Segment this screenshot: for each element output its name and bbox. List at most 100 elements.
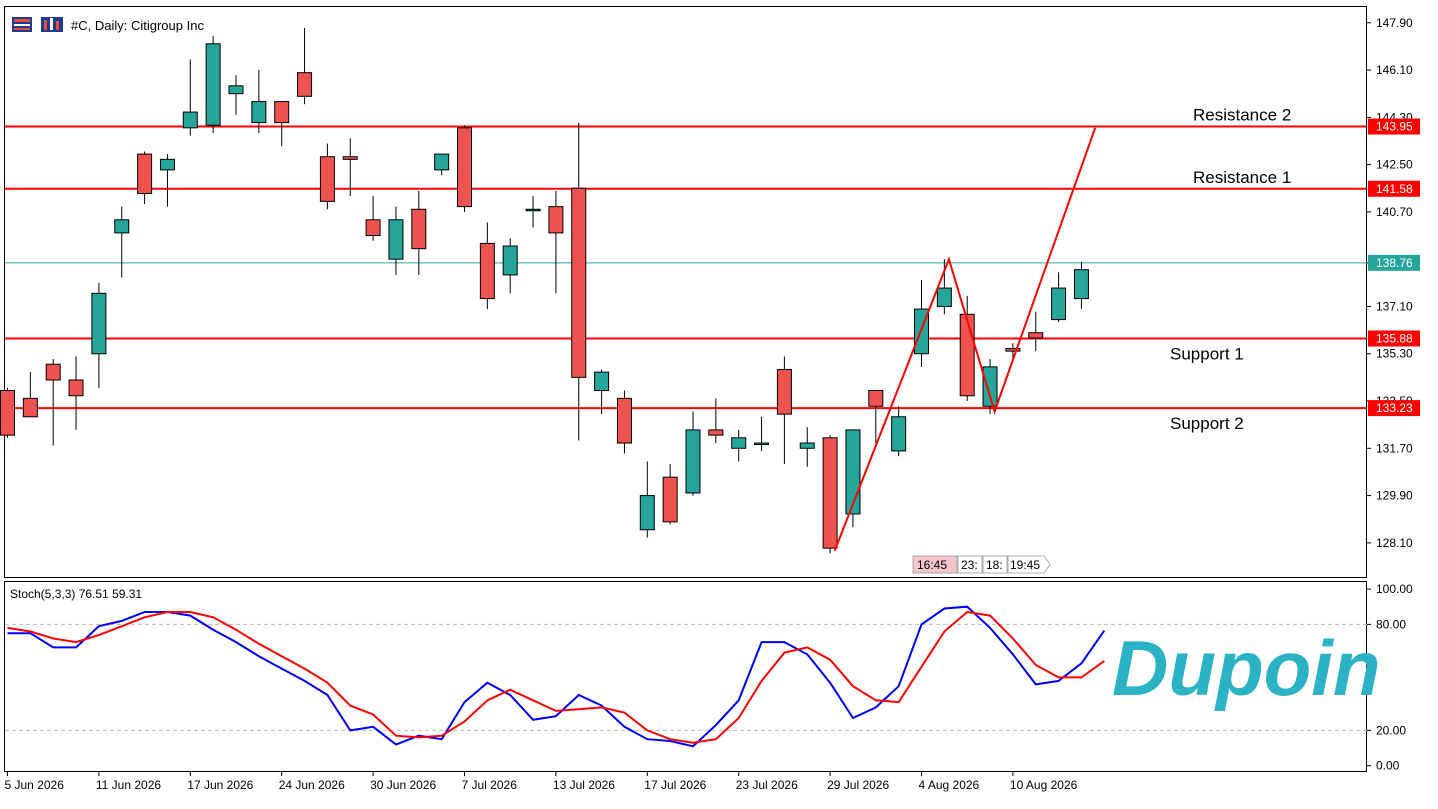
- candle-body: [662, 476, 678, 523]
- chart-title: #C, Daily: Citigroup Inc: [71, 18, 204, 33]
- candle: [639, 461, 655, 538]
- candle-body: [754, 442, 770, 446]
- candle: [959, 295, 975, 402]
- current-price-badge: [1368, 254, 1420, 271]
- support-resistance-levels[interactable]: [5, 125, 1367, 410]
- time-tick-label: 17 Jul 2026: [644, 778, 706, 792]
- candle: [799, 427, 815, 467]
- price-y-axis: 147.90146.10144.30142.50140.70138.76137.…: [1367, 16, 1413, 550]
- candle-body: [251, 101, 267, 124]
- price-tick-label: 137.10: [1376, 299, 1413, 313]
- level-name-label: Support 1: [1170, 344, 1244, 363]
- candle-body: [137, 153, 153, 194]
- candle-body: [0, 390, 15, 436]
- timer-badges: 16:45 23: 18: 19:45: [912, 555, 1051, 574]
- time-tick-label: 23 Jul 2026: [736, 778, 798, 792]
- candle: [685, 411, 701, 496]
- candle-body: [1005, 347, 1021, 352]
- candle: [571, 122, 587, 441]
- candle-body: [982, 366, 998, 407]
- stoch-tick-label: 100.00: [1376, 582, 1413, 596]
- stoch-title: Stoch(5,3,3) 76.51 59.31: [10, 587, 142, 601]
- current-price-line: 138.76: [5, 254, 1420, 271]
- stoch-main-line: [7, 605, 1106, 748]
- chart-menu-icon[interactable]: [12, 17, 32, 32]
- stoch-tick-label: 80.00: [1376, 617, 1406, 631]
- candlestick-series: [0, 28, 1089, 554]
- candle-body: [68, 379, 84, 397]
- candle: [91, 282, 107, 388]
- candle: [731, 429, 747, 462]
- candle: [662, 464, 678, 525]
- candle: [479, 222, 495, 310]
- chart-type-icon[interactable]: [41, 17, 63, 32]
- candle-body: [639, 495, 655, 531]
- time-tick-label: 5 Jun 2026: [5, 778, 65, 792]
- candle-body: [708, 429, 724, 436]
- candle: [548, 190, 564, 294]
- candle: [251, 70, 267, 134]
- candle-body: [548, 206, 564, 234]
- main-chart-frame: [4, 6, 1367, 578]
- candle-body: [365, 219, 381, 237]
- zigzag-line[interactable]: [833, 127, 1097, 552]
- candle-body: [388, 219, 404, 260]
- candle-body: [274, 101, 290, 124]
- candle: [708, 398, 724, 444]
- price-tick-label: 146.10: [1376, 63, 1413, 77]
- time-tick-label: 7 Jul 2026: [462, 778, 518, 792]
- candle: [114, 206, 130, 278]
- candle: [891, 406, 907, 457]
- candle: [182, 59, 198, 136]
- candle-body: [525, 208, 541, 212]
- candle: [982, 358, 998, 415]
- candle-body: [936, 287, 952, 307]
- candle-body: [502, 245, 518, 276]
- candle: [1028, 311, 1044, 352]
- stoch-y-axis: 100.00 80.00 20.00 0.00: [5, 582, 1413, 773]
- stochastic-lines: [7, 605, 1106, 748]
- candle: [365, 196, 381, 241]
- candle-body: [776, 368, 792, 415]
- candle-body: [731, 437, 747, 449]
- candle-body: [228, 85, 244, 95]
- candle: [274, 101, 290, 147]
- price-tick-label: 128.10: [1376, 536, 1413, 550]
- time-tick-label: 30 Jun 2026: [370, 778, 436, 792]
- candle: [159, 154, 175, 207]
- candle-body: [571, 187, 587, 378]
- candle-body: [91, 292, 107, 355]
- candle-body: [1073, 269, 1089, 300]
- candle-body: [799, 442, 815, 449]
- time-x-axis: 5 Jun 2026 11 Jun 2026 17 Jun 2026 24 Jun 2…: [5, 772, 1078, 792]
- candle-body: [22, 397, 38, 418]
- candle-body: [205, 43, 221, 126]
- candle-body: [959, 313, 975, 397]
- candle: [868, 390, 884, 444]
- candle-body: [159, 158, 175, 171]
- candle-body: [1051, 287, 1067, 321]
- candle-body: [114, 219, 130, 234]
- candle: [754, 416, 770, 451]
- candle: [68, 356, 84, 430]
- candle-body: [297, 72, 313, 97]
- zigzag-pattern[interactable]: [833, 127, 1097, 552]
- time-tick-label: 17 Jun 2026: [187, 778, 253, 792]
- candle: [594, 369, 610, 415]
- price-tick-label: 135.30: [1376, 347, 1413, 361]
- candle-body: [411, 208, 427, 250]
- candle: [0, 387, 15, 438]
- candle-body: [319, 156, 335, 202]
- candle-body: [1028, 332, 1044, 339]
- level-price-label: 141.58: [1376, 182, 1413, 196]
- price-tick-label: 131.70: [1376, 441, 1413, 455]
- candle-body: [434, 153, 450, 171]
- price-tick-label: 142.50: [1376, 158, 1413, 172]
- candle: [845, 429, 861, 528]
- candle: [205, 35, 221, 134]
- candle: [411, 190, 427, 275]
- time-tick-label: 24 Jun 2026: [279, 778, 345, 792]
- level-name-label: Support 2: [1170, 414, 1244, 433]
- candle-body: [182, 111, 198, 129]
